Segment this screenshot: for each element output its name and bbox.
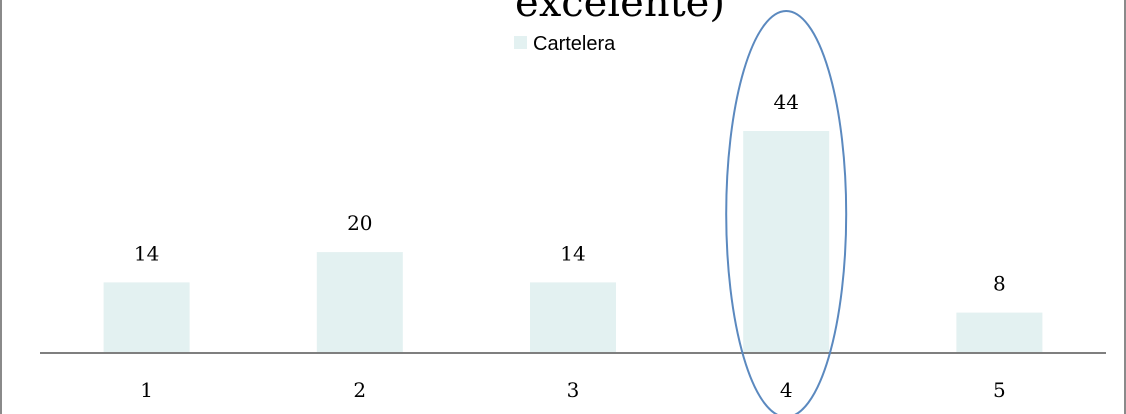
legend-swatch bbox=[514, 36, 527, 49]
data-label-4: 44 bbox=[773, 90, 798, 114]
bar-3 bbox=[530, 282, 616, 353]
data-label-2: 20 bbox=[347, 211, 372, 235]
chart-title: excelente) bbox=[515, 0, 725, 26]
x-tick-label-4: 4 bbox=[780, 378, 793, 402]
bar-5 bbox=[956, 312, 1043, 353]
data-label-1: 14 bbox=[134, 241, 159, 265]
data-labels-group: 14 20 14 44 8 bbox=[134, 90, 1006, 296]
x-tick-label-3: 3 bbox=[567, 378, 580, 402]
highlight-ellipse bbox=[725, 10, 848, 414]
x-tick-label-5: 5 bbox=[993, 378, 1006, 402]
bar-4 bbox=[743, 131, 830, 353]
bar-1 bbox=[103, 282, 190, 353]
bars-group bbox=[103, 131, 1043, 353]
bar-2 bbox=[316, 252, 403, 353]
x-tick-labels-group: 1 2 3 4 5 bbox=[140, 378, 1006, 402]
x-tick-label-2: 2 bbox=[353, 378, 366, 402]
data-label-5: 8 bbox=[993, 272, 1006, 296]
legend-label-cartelera: Cartelera bbox=[533, 33, 616, 55]
x-tick-label-1: 1 bbox=[140, 378, 153, 402]
legend: Cartelera bbox=[514, 33, 616, 55]
data-label-3: 14 bbox=[560, 241, 585, 265]
